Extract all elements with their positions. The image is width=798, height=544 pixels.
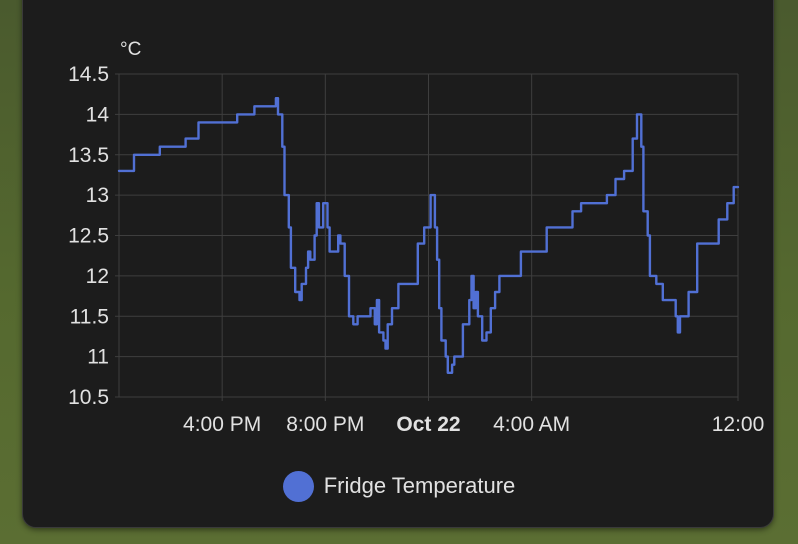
y-tick-label: 13 <box>86 184 109 207</box>
x-tick-label: 12:00 <box>712 413 765 436</box>
y-tick-label: 13.5 <box>68 144 109 167</box>
x-tick-label: Oct 22 <box>396 413 460 436</box>
y-tick-label: 11 <box>87 346 109 369</box>
y-tick-label: 14 <box>86 103 110 126</box>
legend-swatch-circle-icon <box>282 470 314 502</box>
x-tick-label: 4:00 AM <box>493 413 570 436</box>
y-axis-ticks: 14.5 14 13.5 13 12.5 12 11.5 11 10.5 <box>68 63 109 409</box>
y-tick-label: 10.5 <box>68 386 109 409</box>
legend-label-fridge-temperature: Fridge Temperature <box>323 473 516 498</box>
series-layer <box>117 97 740 374</box>
chart-legend[interactable]: Fridge Temperature <box>0 468 798 504</box>
x-tick-label: 4:00 PM <box>183 413 261 436</box>
chart-card <box>22 0 774 528</box>
grid <box>115 73 739 401</box>
y-axis-unit-label: °C <box>120 39 141 60</box>
y-tick-label: 14.5 <box>68 63 109 86</box>
x-tick-label: 8:00 PM <box>286 413 364 436</box>
series-line-0[interactable] <box>117 97 740 374</box>
y-tick-label: 12.5 <box>68 225 109 248</box>
y-tick-label: 11.5 <box>70 305 109 328</box>
y-tick-label: 12 <box>86 265 109 288</box>
x-axis-ticks: 4:00 PM 8:00 PM Oct 22 4:00 AM 12:00 <box>183 413 764 436</box>
